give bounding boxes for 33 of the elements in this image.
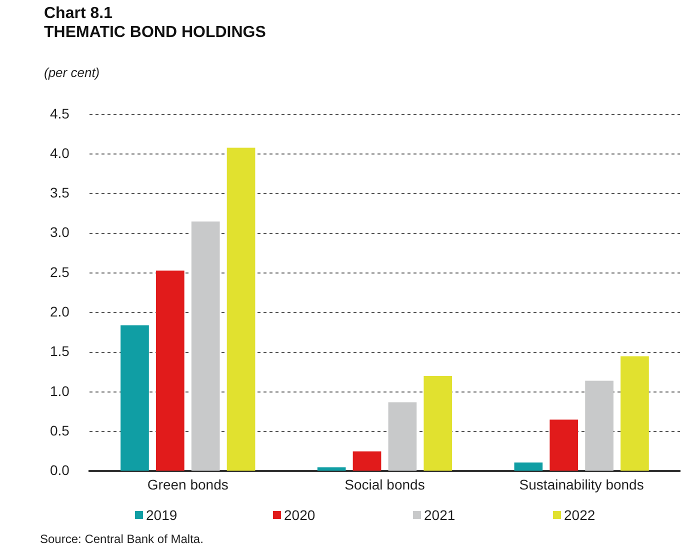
x-tick-label: Green bonds — [147, 476, 228, 492]
y-tick-label: 3.0 — [50, 224, 70, 240]
chart-subtitle: THEMATIC BOND HOLDINGS — [44, 24, 266, 42]
bar — [226, 148, 256, 471]
legend-label: 2020 — [284, 507, 316, 523]
bar — [424, 376, 452, 471]
bar — [352, 451, 382, 471]
bar — [388, 402, 417, 471]
legend-label: 2022 — [564, 507, 596, 523]
y-tick-label: 2.0 — [50, 303, 70, 320]
y-tick-label: 1.0 — [50, 382, 70, 399]
y-tick-label: 0.5 — [50, 422, 70, 438]
legend-label: 2021 — [424, 507, 456, 523]
bar — [514, 462, 543, 471]
y-axis-title: (per cent) — [44, 65, 100, 80]
y-tick-label: 4.5 — [50, 105, 70, 122]
bar — [156, 270, 184, 471]
y-tick-label: 1.5 — [50, 343, 70, 360]
y-tick-label: 4.0 — [50, 144, 70, 161]
y-tick-label: 0.0 — [50, 462, 70, 478]
bar — [620, 356, 649, 471]
bar — [120, 325, 149, 471]
x-tick-label: Social bonds — [344, 476, 425, 492]
x-tick-label: Sustainability bonds — [519, 476, 644, 492]
bar — [585, 380, 614, 471]
legend-label: 2019 — [146, 507, 178, 523]
bar — [191, 221, 220, 471]
chart-title: Chart 8.1 — [44, 5, 112, 23]
bar — [317, 467, 346, 471]
source-note: Source: Central Bank of Malta. — [40, 532, 204, 546]
y-tick-label: 2.5 — [50, 264, 70, 280]
y-tick-label: 3.5 — [50, 184, 70, 201]
bar — [550, 420, 578, 471]
